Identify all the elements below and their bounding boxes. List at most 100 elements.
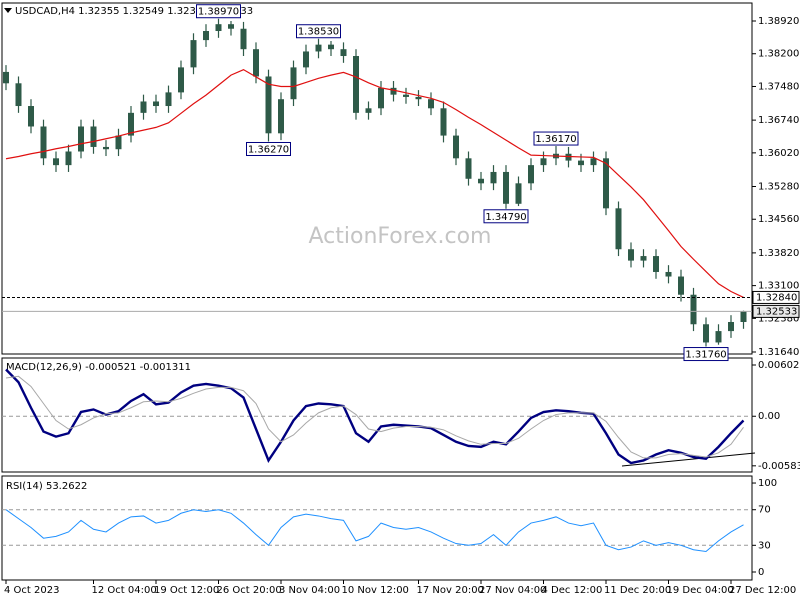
y-tick-label: 1.33100 — [758, 281, 799, 292]
candle-body — [128, 112, 134, 136]
candle-body — [515, 183, 522, 204]
candle-body — [578, 160, 584, 166]
candle-body — [428, 99, 434, 109]
y-tick-label: 1.31640 — [758, 347, 799, 358]
y-tick-label: 1.38200 — [758, 49, 799, 60]
price-label-box — [752, 304, 800, 318]
price-label: 1.32533 — [756, 306, 797, 317]
candle-body — [90, 126, 97, 147]
candle-body — [353, 56, 359, 113]
candle-body — [703, 324, 709, 343]
candle-body — [378, 87, 384, 109]
annotation-box — [246, 141, 291, 156]
x-tick-label: 17 Nov 20:00 — [417, 585, 484, 596]
price-label: 1.32840 — [756, 292, 797, 303]
candle-body — [3, 71, 9, 84]
candle-body — [115, 135, 122, 150]
candle-body — [165, 92, 172, 107]
rsi-title: RSI(14) 53.2622 — [6, 481, 87, 492]
price-panel — [1, 2, 753, 355]
y-tick-label: 0 — [758, 567, 764, 578]
y-tick-label: 70 — [758, 505, 771, 516]
candle-body — [740, 311, 747, 322]
candle-body — [628, 249, 634, 261]
candle-body — [140, 101, 147, 113]
candle-body — [178, 67, 184, 93]
x-tick-label: 27 Nov 04:00 — [479, 585, 546, 596]
annotation-box — [196, 4, 241, 19]
y-tick-label: 1.32380 — [758, 313, 799, 324]
candle-body — [540, 158, 547, 166]
candle-body — [715, 331, 722, 343]
price-label-box — [752, 290, 800, 304]
y-tick-label: 1.35280 — [758, 182, 799, 193]
y-tick-label: -0.005832 — [758, 461, 800, 472]
y-tick-label: 1.38920 — [758, 16, 799, 27]
candle-body — [415, 96, 422, 100]
candle-body — [278, 99, 284, 134]
y-tick-label: 1.37480 — [758, 81, 799, 92]
menu-icon — [4, 8, 12, 13]
candle-body — [365, 108, 372, 113]
candle-body — [690, 294, 697, 325]
moving-average — [5, 68, 744, 298]
annotation-box — [533, 131, 579, 146]
candle-body — [478, 178, 484, 184]
candle-body — [440, 108, 447, 136]
indicator-line — [5, 509, 744, 553]
candle-body — [653, 256, 659, 272]
candle-body — [65, 151, 72, 166]
candle-body — [565, 153, 572, 161]
y-tick-label: 1.36020 — [758, 148, 799, 159]
indicator-line — [5, 368, 745, 465]
annotation-label: 1.31760 — [685, 350, 726, 361]
y-tick-label: 30 — [758, 540, 771, 551]
annotation-label: 1.36270 — [248, 144, 289, 155]
y-tick-label: 0.006029 — [758, 360, 800, 371]
x-tick-label: 3 Nov 04:00 — [279, 585, 340, 596]
candle-body — [490, 171, 497, 184]
x-tick-label: 10 Nov 12:00 — [342, 585, 409, 596]
x-tick-label: 27 Dec 12:00 — [729, 585, 796, 596]
annotation-box — [296, 24, 341, 39]
candle-body — [28, 106, 34, 127]
macd-title: MACD(12,26,9) -0.000521 -0.001311 — [6, 362, 191, 373]
candle-body — [203, 31, 209, 41]
candle-body — [328, 44, 334, 50]
x-tick-label: 4 Oct 2023 — [4, 585, 59, 596]
x-tick-label: 19 Dec 04:00 — [667, 585, 734, 596]
y-tick-label: 0.00 — [758, 411, 780, 422]
y-tick-label: 1.36740 — [758, 115, 799, 126]
candle-body — [640, 256, 647, 261]
x-tick-label: 19 Oct 12:00 — [154, 585, 219, 596]
annotation-label: 1.36170 — [535, 134, 576, 145]
indicator-line — [5, 375, 744, 459]
y-tick-label: 1.34560 — [758, 214, 799, 225]
candle-body — [265, 76, 272, 134]
candle-body — [228, 24, 234, 29]
y-tick-label: 1.33820 — [758, 248, 799, 259]
candle-body — [53, 158, 59, 166]
watermark: ActionForex.com — [309, 224, 492, 249]
candle-body — [615, 208, 622, 250]
candle-body — [665, 271, 672, 277]
annotation-label: 1.38970 — [198, 7, 239, 18]
candle-body — [215, 24, 222, 32]
candle-body — [15, 83, 22, 107]
candle-body — [728, 321, 734, 332]
candle-body — [290, 67, 297, 100]
candle-body — [390, 87, 397, 95]
x-tick-label: 26 Oct 20:00 — [217, 585, 282, 596]
candle-body — [590, 158, 597, 166]
candle-body — [78, 126, 84, 152]
x-tick-label: 12 Oct 04:00 — [92, 585, 157, 596]
candle-body — [403, 94, 409, 97]
candle-body — [503, 171, 509, 204]
annotation-box — [683, 347, 729, 362]
candle-body — [253, 49, 259, 77]
candle-body — [528, 165, 534, 184]
annotation-label: 1.34790 — [485, 212, 526, 223]
